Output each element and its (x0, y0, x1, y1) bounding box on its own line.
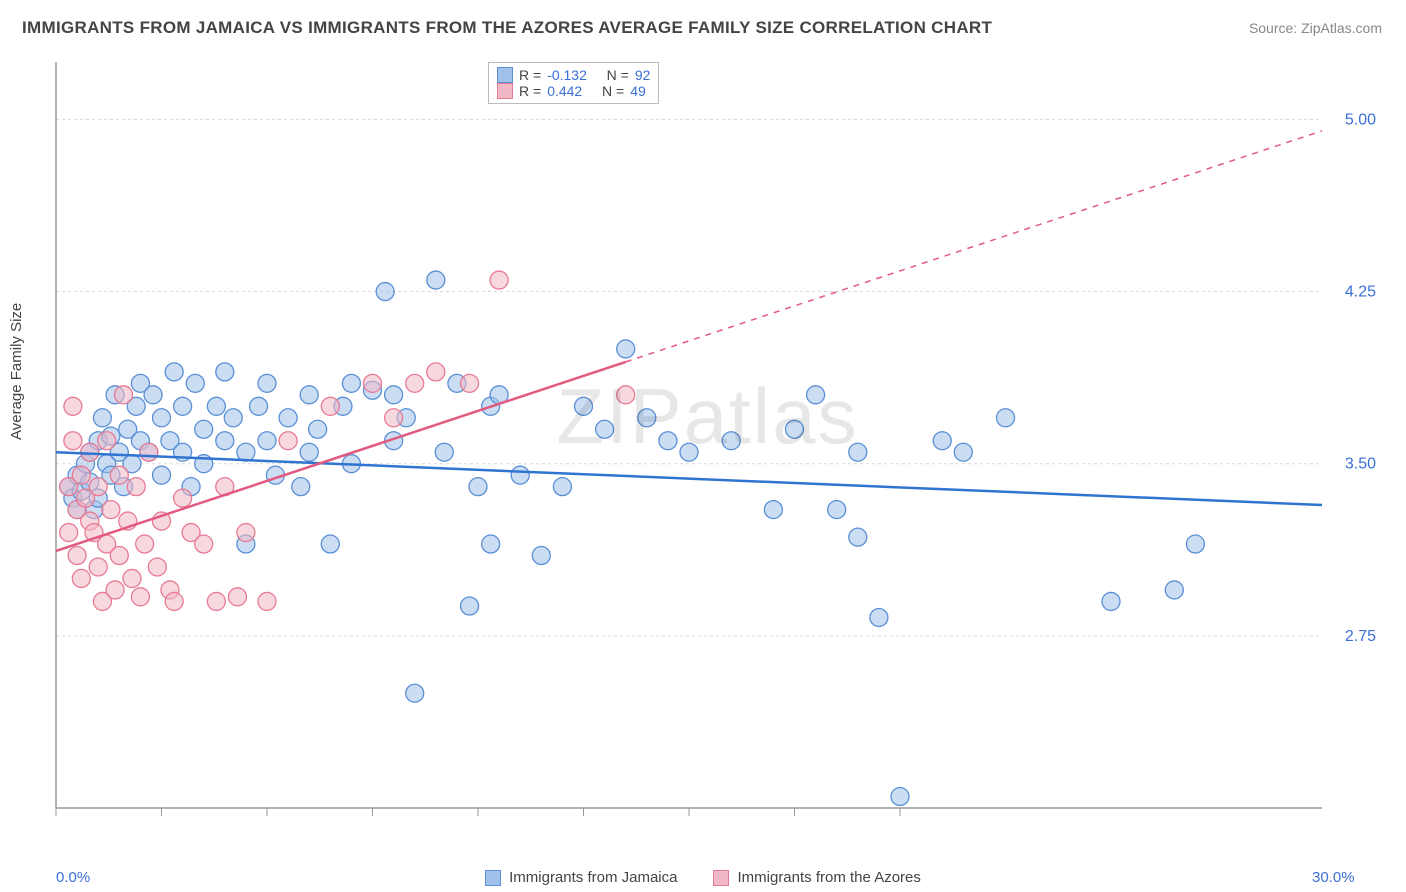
source-label: Source: ZipAtlas.com (1249, 20, 1382, 36)
svg-text:4.25: 4.25 (1345, 284, 1376, 301)
svg-text:3.50: 3.50 (1345, 456, 1376, 473)
legend: Immigrants from Jamaica Immigrants from … (0, 869, 1406, 886)
legend-label: Immigrants from Jamaica (509, 869, 677, 886)
legend-item: Immigrants from Jamaica (485, 869, 677, 886)
series-swatch (497, 67, 513, 83)
n-value: 92 (635, 67, 651, 83)
stats-row: R = -0.132 N = 92 (497, 67, 650, 83)
legend-label: Immigrants from the Azores (737, 869, 920, 886)
r-value: -0.132 (547, 67, 587, 83)
y-axis-label: Average Family Size (8, 303, 25, 440)
legend-item: Immigrants from the Azores (713, 869, 920, 886)
scatter-plot: 2.75 3.50 4.25 5.00 (50, 58, 1382, 846)
legend-swatch (485, 870, 501, 886)
chart-title: IMMIGRANTS FROM JAMAICA VS IMMIGRANTS FR… (22, 18, 992, 38)
series-swatch (497, 83, 513, 99)
legend-swatch (713, 870, 729, 886)
stats-row: R = 0.442 N = 49 (497, 83, 650, 99)
correlation-stats-box: R = -0.132 N = 92 R = 0.442 N = 49 (488, 62, 659, 104)
svg-text:5.00: 5.00 (1345, 111, 1376, 128)
n-value: 49 (630, 83, 646, 99)
svg-text:2.75: 2.75 (1345, 628, 1376, 645)
r-value: 0.442 (547, 83, 582, 99)
